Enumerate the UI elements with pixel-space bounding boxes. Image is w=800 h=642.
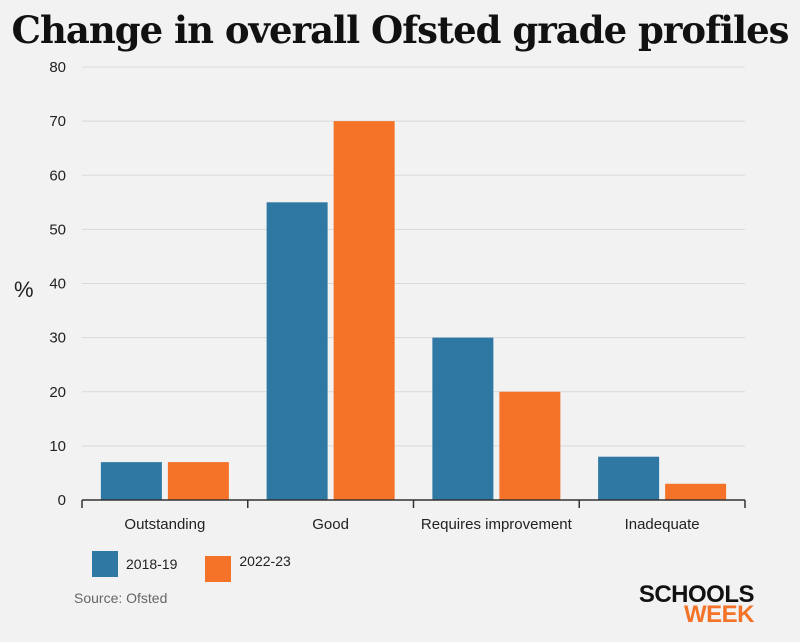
logo-line-schools: SCHOOLS xyxy=(638,581,755,608)
bar-requires-improvement-2018-19 xyxy=(432,337,494,500)
y-tick-label: 40 xyxy=(49,276,66,293)
legend: 2018-19 2022-23 xyxy=(92,546,319,582)
legend-swatch-2022-23 xyxy=(205,556,232,582)
logo-line-week: WEEK xyxy=(684,601,755,628)
y-tick-label: 80 xyxy=(49,59,66,76)
x-tick-label: Requires improvement xyxy=(421,516,573,533)
legend-item-2022-23: 2022-23 xyxy=(205,546,291,582)
legend-label-2022-23: 2022-23 xyxy=(239,553,291,569)
bar-good-2018-19 xyxy=(266,202,328,500)
gridlines xyxy=(82,66,745,447)
y-tick-label: 10 xyxy=(49,438,66,455)
y-axis-ticks: 0 10 20 30 40 50 60 70 80 xyxy=(49,59,66,509)
legend-swatch-2018-19 xyxy=(92,551,118,577)
schools-week-logo: SCHOOLS WEEK xyxy=(622,581,755,628)
y-tick-label: 60 xyxy=(49,167,66,184)
y-tick-label: 0 xyxy=(58,492,66,509)
x-tick-label: Outstanding xyxy=(124,516,205,533)
bar-outstanding-2018-19 xyxy=(100,462,162,500)
bar-good-2022-23 xyxy=(333,121,395,500)
y-tick-label: 50 xyxy=(49,221,66,238)
bars xyxy=(100,121,727,500)
x-tick-label: Good xyxy=(312,516,349,533)
bar-requires-improvement-2022-23 xyxy=(499,391,561,500)
source-note: Source: Ofsted xyxy=(74,590,168,606)
bar-inadequate-2018-19 xyxy=(598,456,660,500)
bar-outstanding-2022-23 xyxy=(167,462,229,500)
y-tick-label: 20 xyxy=(49,384,66,401)
y-axis-label: % xyxy=(14,277,34,302)
chart-title: Change in overall Ofsted grade profiles xyxy=(11,8,790,52)
bar-inadequate-2022-23 xyxy=(665,483,727,500)
category-labels: Outstanding Good Requires improvement Inade… xyxy=(124,516,699,533)
y-tick-label: 70 xyxy=(49,113,66,130)
y-tick-label: 30 xyxy=(49,330,66,347)
legend-label-2018-19: 2018-19 xyxy=(126,556,178,572)
x-tick-label: Inadequate xyxy=(625,516,700,533)
legend-item-2018-19: 2018-19 xyxy=(92,551,177,577)
x-axis xyxy=(81,499,746,508)
